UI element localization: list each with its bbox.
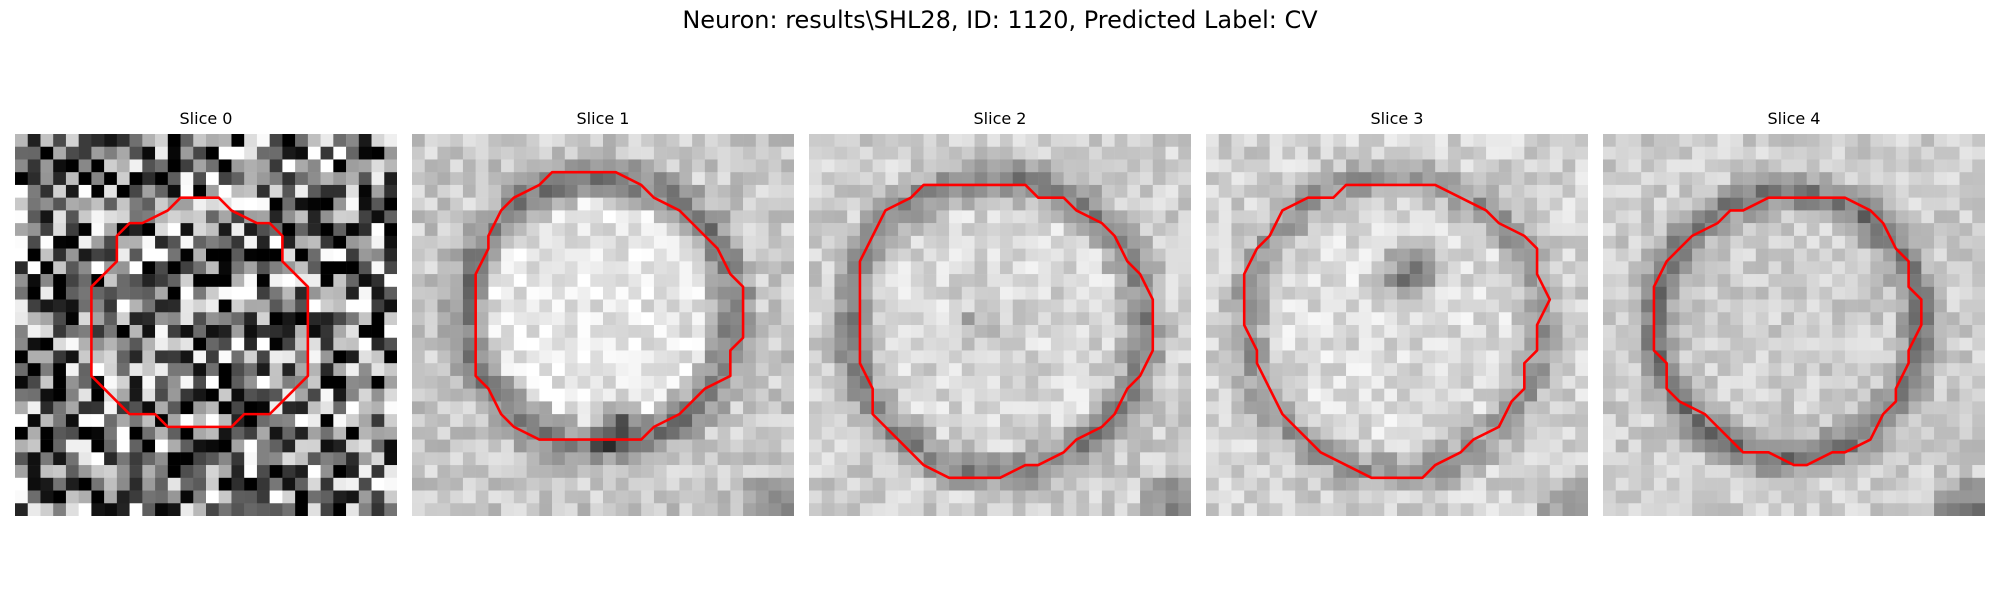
- slice-panel-1: Slice 1: [412, 108, 794, 516]
- slice-title: Slice 1: [576, 109, 630, 128]
- slice-panel-3: Slice 3: [1206, 108, 1588, 516]
- figure-title: Neuron: results\SHL28, ID: 1120, Predict…: [682, 6, 1318, 34]
- slice-image-0: [15, 134, 397, 516]
- slice-image-1: [412, 134, 794, 516]
- slice-title: Slice 3: [1370, 109, 1424, 128]
- slice-image-2: [809, 134, 1191, 516]
- roi-contour: [476, 172, 743, 439]
- slice-image-3: [1206, 134, 1588, 516]
- slice-panel-0: Slice 0: [15, 108, 397, 516]
- slice-image-4: [1603, 134, 1985, 516]
- slice-title: Slice 4: [1767, 109, 1821, 128]
- slice-title: Slice 0: [179, 109, 233, 128]
- roi-contour: [91, 198, 307, 427]
- slice-panel-2: Slice 2: [809, 108, 1191, 516]
- slice-title: Slice 2: [973, 109, 1027, 128]
- roi-contour: [860, 185, 1153, 478]
- slice-panel-4: Slice 4: [1603, 108, 1985, 516]
- roi-contour: [1244, 185, 1550, 478]
- roi-contour: [1654, 198, 1921, 465]
